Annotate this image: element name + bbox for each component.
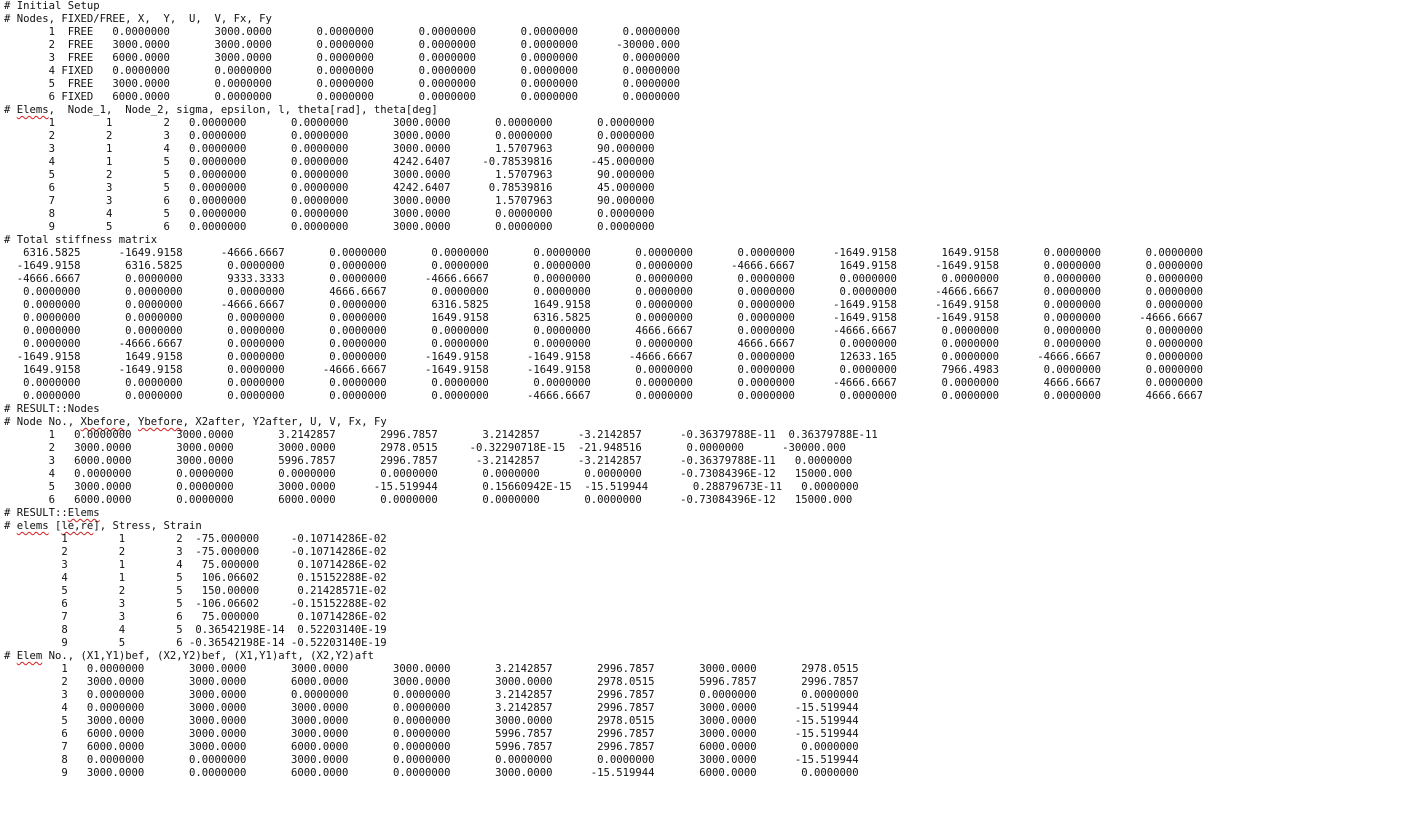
data-line: 6 3 5 -106.06602 -0.15152288E-02 — [4, 598, 387, 610]
data-line: 3 1 4 0.0000000 0.0000000 3000.0000 1.57… — [4, 143, 655, 155]
comment-line: # RESULT::Nodes — [4, 403, 100, 415]
comment-line: # Elems, Node_1, Node_2, sigma, epsilon,… — [4, 104, 438, 116]
document-lines: # Initial Setup # Nodes, FIXED/FREE, X, Y… — [4, 0, 1407, 780]
data-line: 0.0000000 0.0000000 0.0000000 0.0000000 … — [4, 312, 1204, 324]
data-line: 2 2 3 -75.000000 -0.10714286E-02 — [4, 546, 387, 558]
spellcheck-flag: Elems — [16, 104, 49, 116]
data-line: 6 6000.0000 3000.0000 3000.0000 0.000000… — [4, 728, 859, 740]
data-line: 0.0000000 0.0000000 0.0000000 0.0000000 … — [4, 390, 1204, 402]
data-line: 0.0000000 -4666.6667 0.0000000 0.0000000… — [4, 338, 1204, 350]
data-line: 7 3 6 75.000000 0.10714286E-02 — [4, 611, 387, 623]
data-line: -1649.9158 1649.9158 0.0000000 0.0000000… — [4, 351, 1204, 363]
spellcheck-flag: Elems — [67, 507, 100, 519]
spellcheck-flag: Xbefore — [80, 416, 126, 428]
data-line: 3 FREE 6000.0000 3000.0000 0.0000000 0.0… — [4, 52, 681, 64]
spellcheck-flag: le,re — [61, 520, 94, 532]
comment-line: # Nodes, FIXED/FREE, X, Y, U, V, Fx, Fy — [4, 13, 272, 25]
data-line: 0.0000000 0.0000000 0.0000000 0.0000000 … — [4, 377, 1204, 389]
data-line: 1 0.0000000 3000.0000 3000.0000 3000.000… — [4, 663, 859, 675]
data-line: 6316.5825 -1649.9158 -4666.6667 0.000000… — [4, 247, 1204, 259]
data-line: 5 3000.0000 0.0000000 3000.0000 -15.5199… — [4, 481, 859, 493]
data-line: 6 FIXED 6000.0000 0.0000000 0.0000000 0.… — [4, 91, 681, 103]
data-line: 0.0000000 0.0000000 -4666.6667 0.0000000… — [4, 299, 1204, 311]
comment-line: # Initial Setup — [4, 0, 100, 12]
comment-line: # Elem No., (X1,Y1)bef, (X2,Y2)bef, (X1,… — [4, 650, 374, 662]
data-line: 8 4 5 0.0000000 0.0000000 3000.0000 0.00… — [4, 208, 655, 220]
data-line: 4 0.0000000 0.0000000 0.0000000 0.000000… — [4, 468, 853, 480]
data-line: 6 3 5 0.0000000 0.0000000 4242.6407 0.78… — [4, 182, 655, 194]
data-line: 7 6000.0000 3000.0000 6000.0000 0.000000… — [4, 741, 859, 753]
data-line: 0.0000000 0.0000000 0.0000000 0.0000000 … — [4, 325, 1204, 337]
data-line: 4 1 5 0.0000000 0.0000000 4242.6407 -0.7… — [4, 156, 655, 168]
data-line: 7 3 6 0.0000000 0.0000000 3000.0000 1.57… — [4, 195, 655, 207]
data-line: -4666.6667 0.0000000 9333.3333 0.0000000… — [4, 273, 1204, 285]
comment-line: # Node No., Xbefore, Ybefore, X2after, Y… — [4, 416, 387, 428]
data-line: 1 0.0000000 3000.0000 3.2142857 2996.785… — [4, 429, 878, 441]
data-line: 3 0.0000000 3000.0000 0.0000000 0.000000… — [4, 689, 859, 701]
data-line: 9 3000.0000 0.0000000 6000.0000 0.000000… — [4, 767, 859, 779]
data-line: 1 1 2 0.0000000 0.0000000 3000.0000 0.00… — [4, 117, 655, 129]
data-line: 1 FREE 0.0000000 3000.0000 0.0000000 0.0… — [4, 26, 681, 38]
comment-line: # elems [le,re], Stress, Strain — [4, 520, 202, 532]
data-line: 9 5 6 0.0000000 0.0000000 3000.0000 0.00… — [4, 221, 655, 233]
data-line: -1649.9158 6316.5825 0.0000000 0.0000000… — [4, 260, 1204, 272]
data-line: 4 1 5 106.06602 0.15152288E-02 — [4, 572, 387, 584]
data-line: 8 4 5 0.36542198E-14 0.52203140E-19 — [4, 624, 387, 636]
data-line: 8 0.0000000 0.0000000 3000.0000 0.000000… — [4, 754, 859, 766]
data-line: 0.0000000 0.0000000 0.0000000 4666.6667 … — [4, 286, 1204, 298]
spellcheck-flag: elems — [16, 520, 49, 532]
data-line: 1649.9158 -1649.9158 0.0000000 -4666.666… — [4, 364, 1204, 376]
data-line: 5 3000.0000 3000.0000 3000.0000 0.000000… — [4, 715, 859, 727]
data-line: 2 2 3 0.0000000 0.0000000 3000.0000 0.00… — [4, 130, 655, 142]
spellcheck-flag: Ybefore — [137, 416, 183, 428]
comment-line: # RESULT::Elems — [4, 507, 100, 519]
data-line: 5 2 5 150.00000 0.21428571E-02 — [4, 585, 387, 597]
data-line: 3 6000.0000 3000.0000 5996.7857 2996.785… — [4, 455, 853, 467]
data-line: 5 FREE 3000.0000 0.0000000 0.0000000 0.0… — [4, 78, 681, 90]
comment-line: # Total stiffness matrix — [4, 234, 158, 246]
data-line: 4 0.0000000 3000.0000 3000.0000 0.000000… — [4, 702, 859, 714]
data-line: 9 5 6 -0.36542198E-14 -0.52203140E-19 — [4, 637, 387, 649]
data-line: 1 1 2 -75.000000 -0.10714286E-02 — [4, 533, 387, 545]
data-line: 5 2 5 0.0000000 0.0000000 3000.0000 1.57… — [4, 169, 655, 181]
data-line: 6 6000.0000 0.0000000 6000.0000 0.000000… — [4, 494, 853, 506]
data-line: 2 FREE 3000.0000 3000.0000 0.0000000 0.0… — [4, 39, 681, 51]
data-line: 4 FIXED 0.0000000 0.0000000 0.0000000 0.… — [4, 65, 681, 77]
data-line: 2 3000.0000 3000.0000 6000.0000 3000.000… — [4, 676, 859, 688]
data-line: 3 1 4 75.000000 0.10714286E-02 — [4, 559, 387, 571]
spellcheck-flag: Elem — [16, 650, 43, 662]
data-line: 2 3000.0000 3000.0000 3000.0000 2978.051… — [4, 442, 846, 454]
